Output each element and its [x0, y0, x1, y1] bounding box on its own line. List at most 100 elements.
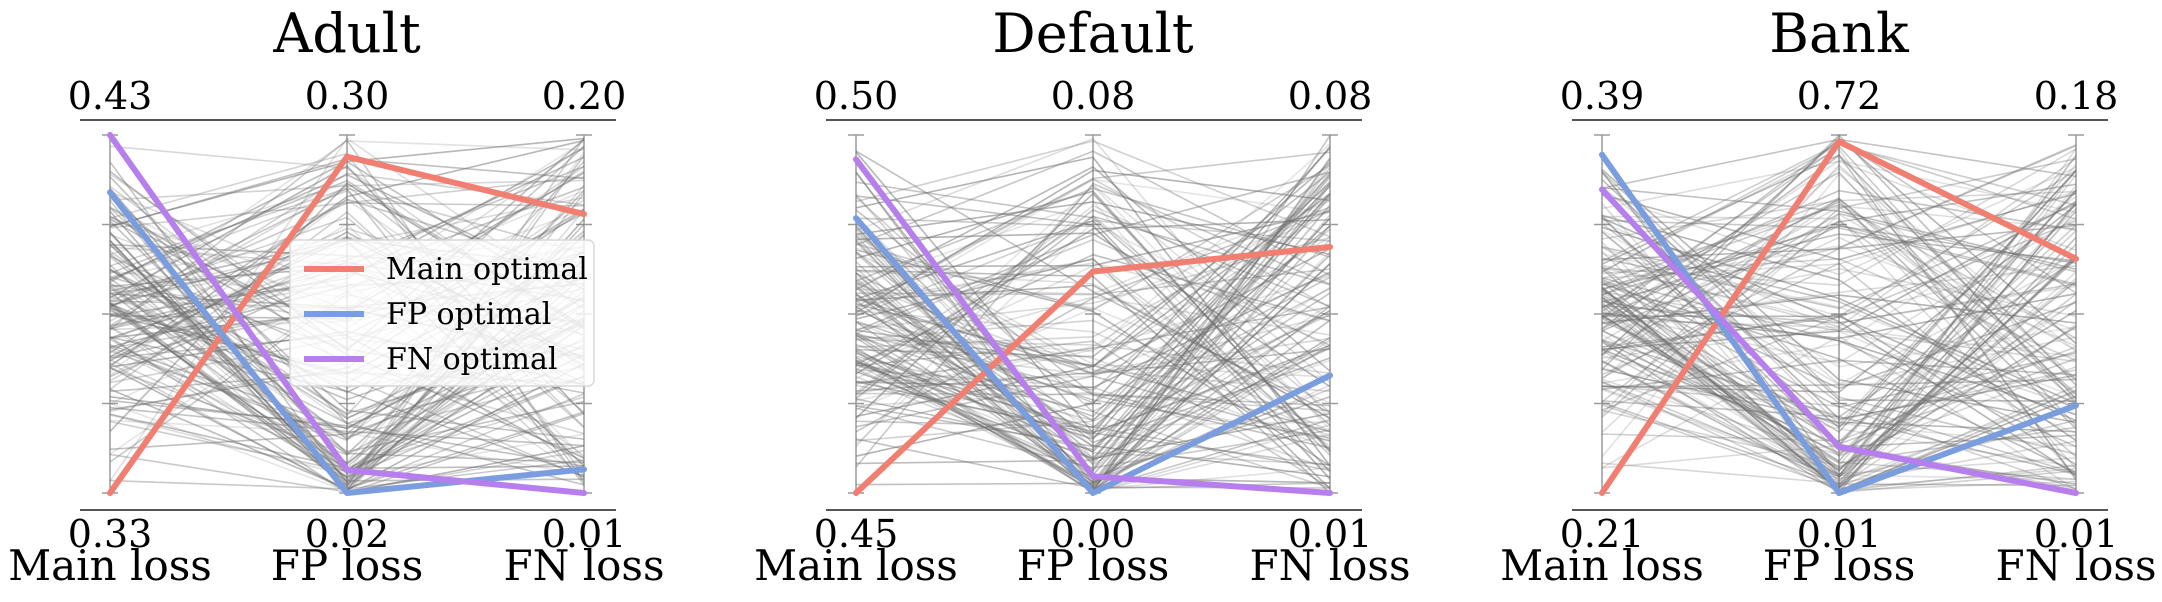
axis-name: FN loss — [1249, 541, 1410, 590]
background-line — [109, 176, 585, 229]
background-line — [855, 151, 1331, 434]
background-line — [109, 179, 585, 322]
background-line — [855, 140, 1331, 238]
background-line — [1601, 192, 2077, 261]
background-line — [855, 238, 1331, 346]
background-line — [855, 239, 1331, 472]
background-line — [1601, 157, 2077, 418]
background-line — [1601, 280, 2077, 472]
series-line-fp-optimal — [1599, 151, 2079, 496]
axis-min-label: 0.01 — [542, 512, 627, 556]
background-line — [855, 165, 1331, 372]
background-line — [855, 195, 1331, 480]
background-line — [1601, 172, 2077, 458]
background-line — [855, 185, 1331, 422]
background-line — [855, 150, 1331, 276]
axis-min-label: 0.01 — [1797, 512, 1882, 556]
background-line — [855, 247, 1331, 392]
background-line — [855, 263, 1331, 490]
background-line — [1601, 174, 2077, 478]
background-line — [855, 194, 1331, 467]
background-line — [1601, 380, 2077, 480]
background-line — [1601, 170, 2077, 429]
background-line — [1601, 225, 2077, 332]
background-line — [1601, 217, 2077, 477]
background-line — [1601, 154, 2077, 478]
background-line — [855, 183, 1331, 448]
background-line — [1601, 179, 2077, 402]
background-line — [855, 150, 1331, 414]
axis-name: FP loss — [271, 541, 424, 590]
background-line — [855, 297, 1331, 375]
background-line — [855, 204, 1331, 486]
series-line-fn-optimal — [107, 132, 587, 496]
background-line — [1601, 154, 2077, 400]
background-line — [855, 184, 1331, 431]
background-line — [1601, 313, 2077, 466]
background-line — [1601, 277, 2077, 448]
background-line — [855, 195, 1331, 395]
background-line — [855, 307, 1331, 411]
background-line — [1601, 196, 2077, 384]
background-line — [1601, 198, 2077, 381]
background-line — [855, 320, 1331, 427]
background-line — [855, 143, 1331, 353]
background-line — [855, 258, 1331, 448]
background-line — [1601, 267, 2077, 317]
axis-min-label: 0.01 — [1288, 512, 1373, 556]
background-line — [1601, 144, 2077, 303]
background-line — [1601, 291, 2077, 363]
axis-name: FP loss — [1017, 541, 1170, 590]
background-line — [109, 285, 585, 453]
background-line — [855, 268, 1331, 296]
background-line — [855, 209, 1331, 407]
background-line — [855, 347, 1331, 465]
background-line — [855, 322, 1331, 450]
background-line — [855, 280, 1331, 439]
background-line — [1601, 327, 2077, 359]
background-line — [1601, 164, 2077, 416]
background-line — [1601, 330, 2077, 427]
background-line — [855, 262, 1331, 322]
background-line — [855, 200, 1331, 481]
background-line — [109, 194, 585, 440]
axis-name: FN loss — [503, 541, 664, 590]
background-line — [109, 308, 585, 475]
background-line — [1601, 134, 2077, 386]
background-line — [855, 306, 1331, 385]
background-line — [855, 137, 1331, 420]
background-line — [855, 180, 1331, 418]
background-line — [1601, 401, 2077, 487]
background-line — [1601, 215, 2077, 477]
background-line — [1601, 294, 2077, 485]
background-line — [1601, 185, 2077, 386]
background-line — [855, 269, 1331, 494]
background-line — [855, 162, 1331, 368]
background-line — [855, 187, 1331, 282]
background-line — [109, 202, 585, 308]
legend-label-fn-optimal: FN optimal — [386, 342, 557, 377]
background-line — [1601, 317, 2077, 480]
background-line — [855, 303, 1331, 461]
background-line — [855, 209, 1331, 368]
background-line — [1601, 293, 2077, 479]
background-line — [1601, 262, 2077, 457]
background-line — [1601, 256, 2077, 479]
background-line — [1601, 188, 2077, 463]
background-line — [855, 221, 1331, 446]
background-line — [1601, 186, 2077, 271]
background-line — [1601, 224, 2077, 261]
background-line — [855, 251, 1331, 444]
background-line — [855, 178, 1331, 318]
legend-frame — [289, 239, 595, 387]
axis-max-label: 0.20 — [542, 74, 627, 118]
background-line — [855, 174, 1331, 440]
background-line — [855, 287, 1331, 413]
background-line — [1601, 264, 2077, 326]
background-line — [1601, 166, 2077, 276]
axis-max-label: 0.39 — [1560, 74, 1645, 118]
panel-title: Adult — [272, 2, 421, 65]
